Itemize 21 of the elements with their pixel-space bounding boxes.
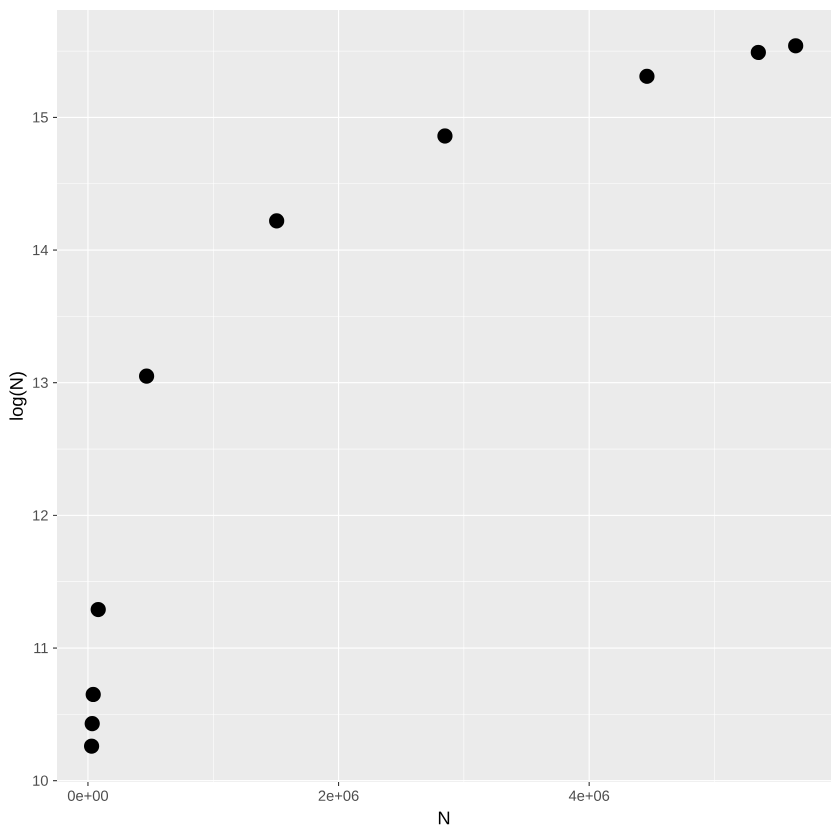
point <box>138 368 154 384</box>
y-tick-label: 13 <box>33 378 48 388</box>
x-tick-label: 4e+06 <box>568 790 610 801</box>
x-tick-label: 0e+00 <box>68 790 108 801</box>
point <box>86 686 101 702</box>
y-tick-label: 11 <box>34 642 48 654</box>
point <box>750 44 766 60</box>
y-axis-title: log(N) <box>9 372 27 420</box>
point <box>90 602 106 618</box>
y-tick-label: 10 <box>33 775 48 786</box>
point <box>788 38 804 54</box>
x-tick-label: 2e+06 <box>318 790 359 801</box>
x-axis-title: N <box>438 812 450 824</box>
point <box>84 738 100 754</box>
point <box>84 716 100 732</box>
y-tick-label: 14 <box>33 245 48 256</box>
point <box>639 68 655 84</box>
y-tick-label: 15 <box>33 112 48 123</box>
y-tick-label: 12 <box>33 510 48 521</box>
point <box>437 128 453 144</box>
point <box>269 213 284 228</box>
